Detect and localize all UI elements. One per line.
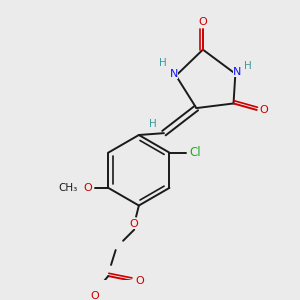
- Text: O: O: [90, 292, 99, 300]
- Text: O: O: [83, 183, 92, 193]
- Text: H: H: [244, 61, 251, 71]
- Text: H: H: [149, 119, 157, 129]
- Text: H: H: [159, 58, 167, 68]
- Text: Cl: Cl: [190, 146, 201, 159]
- Text: O: O: [260, 105, 268, 115]
- Text: CH₃: CH₃: [58, 183, 77, 193]
- Text: N: N: [233, 67, 242, 77]
- Text: O: O: [199, 17, 207, 27]
- Text: O: O: [135, 276, 144, 286]
- Text: O: O: [130, 219, 139, 229]
- Text: N: N: [170, 69, 178, 79]
